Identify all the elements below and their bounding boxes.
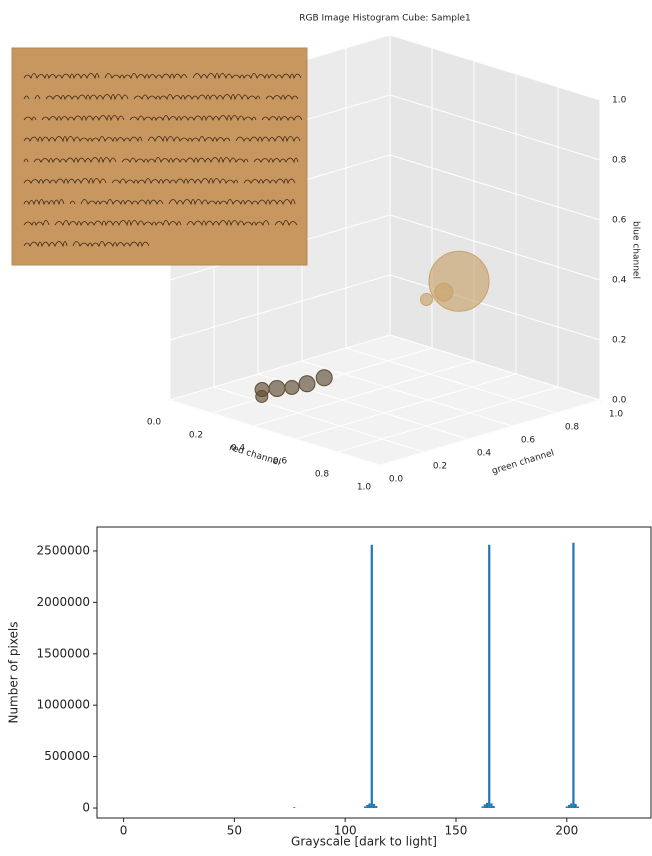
z-axis-label: blue channel	[631, 221, 641, 279]
data-point	[256, 390, 268, 402]
y-tick-label: 0.0	[389, 475, 404, 485]
z-tick-label: 0.6	[612, 216, 627, 226]
bar	[488, 545, 490, 808]
bar	[375, 806, 377, 808]
bar	[566, 806, 568, 808]
bar	[577, 806, 579, 808]
plot-area	[97, 527, 651, 818]
bar	[481, 806, 483, 808]
x-tick-label: 0	[120, 824, 128, 838]
data-point	[285, 380, 299, 394]
bar	[572, 543, 574, 808]
bar	[486, 803, 488, 808]
bar	[490, 803, 492, 808]
bar	[493, 806, 495, 808]
chart-title: RGB Image Histogram Cube: Sample1	[299, 14, 470, 24]
y-tick-label: 0	[82, 801, 90, 815]
inset-image	[12, 48, 307, 265]
bar	[373, 804, 375, 808]
y-tick-label: 500000	[44, 749, 90, 763]
y-tick-label: 2500000	[37, 543, 90, 557]
x-tick-label: 0.0	[147, 418, 162, 428]
z-tick-label: 1.0	[612, 96, 627, 106]
y-tick-label: 0.2	[433, 462, 447, 472]
data-point	[421, 294, 433, 306]
data-point	[299, 376, 315, 392]
bar	[293, 807, 295, 808]
bar	[366, 805, 368, 808]
y-tick-label: 2000000	[37, 595, 90, 609]
y-tick-label: 0.8	[565, 423, 580, 433]
x-tick-label: 0.2	[189, 431, 203, 441]
bar	[575, 804, 577, 808]
bar	[484, 804, 486, 808]
z-tick-label: 0.0	[612, 396, 627, 406]
x-axis-label: Grayscale [dark to light]	[291, 835, 437, 849]
y-tick-label: 1.0	[609, 410, 624, 420]
bar	[368, 803, 370, 808]
y-tick-label: 0.6	[521, 436, 536, 446]
x-tick-label: 50	[227, 824, 242, 838]
y-axis-label: green channel	[491, 448, 556, 476]
y-tick-label: 1500000	[37, 646, 90, 660]
bar	[570, 803, 572, 808]
x-tick-label: 200	[555, 824, 578, 838]
y-axis-label: Number of pixels	[7, 621, 21, 723]
bar	[568, 805, 570, 808]
y-tick-label: 1000000	[37, 698, 90, 712]
x-tick-label: 150	[445, 824, 468, 838]
x-tick-label: 1.0	[357, 483, 372, 493]
bar	[371, 545, 373, 808]
image-background	[12, 48, 307, 265]
data-point	[429, 251, 489, 311]
data-point	[316, 370, 332, 386]
page: RGB Image Histogram Cube: Sample1 0.0 0.2…	[0, 0, 652, 856]
z-tick-label: 0.4	[612, 276, 627, 286]
data-point	[269, 381, 285, 397]
x-axis-label: red channel	[228, 443, 282, 468]
x-tick-label: 0.8	[315, 470, 330, 480]
z-tick-label: 0.2	[612, 336, 626, 346]
y-tick-label: 0.4	[477, 449, 492, 459]
bar	[364, 806, 366, 808]
z-tick-label: 0.8	[612, 156, 627, 166]
